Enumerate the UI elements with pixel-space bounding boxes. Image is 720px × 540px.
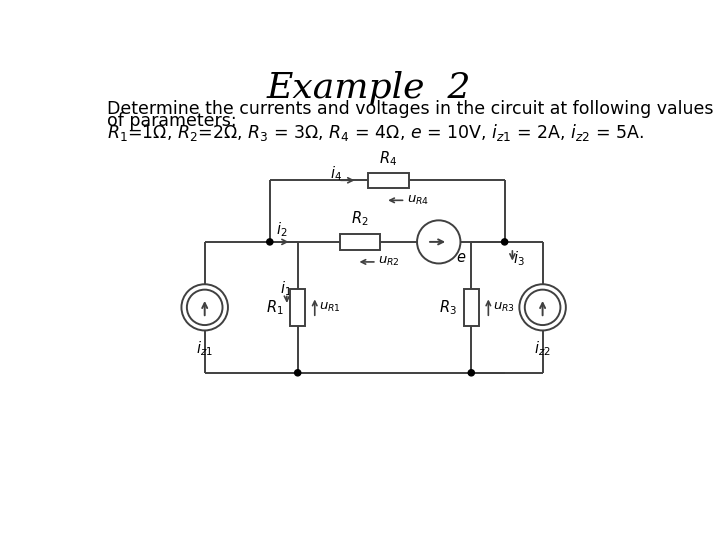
Text: $i_4$: $i_4$ (330, 165, 342, 184)
Text: $u_{R3}$: $u_{R3}$ (493, 301, 515, 314)
Text: $i_2$: $i_2$ (276, 220, 288, 239)
Text: $u_{R1}$: $u_{R1}$ (320, 301, 341, 314)
Text: of parameters:: of parameters: (107, 112, 237, 130)
Text: $i_3$: $i_3$ (513, 249, 524, 268)
Text: $i_1$: $i_1$ (279, 280, 291, 298)
Circle shape (181, 284, 228, 330)
Text: $u_{R4}$: $u_{R4}$ (407, 194, 429, 207)
Text: $R_2$: $R_2$ (351, 210, 369, 228)
Text: $R_4$: $R_4$ (379, 149, 397, 168)
Text: $e$: $e$ (456, 250, 466, 265)
Bar (368, 173, 408, 188)
Circle shape (468, 370, 474, 376)
Text: $R_3$: $R_3$ (439, 298, 457, 316)
Circle shape (294, 370, 301, 376)
Text: $i_{z2}$: $i_{z2}$ (534, 340, 551, 359)
Bar (340, 234, 380, 249)
Bar (290, 289, 305, 326)
Circle shape (266, 239, 273, 245)
Text: $u_{R2}$: $u_{R2}$ (378, 255, 400, 268)
Circle shape (187, 289, 222, 325)
Text: Example  2: Example 2 (266, 71, 472, 105)
Bar (464, 289, 479, 326)
Circle shape (417, 220, 461, 264)
Text: $i_{z1}$: $i_{z1}$ (197, 340, 213, 359)
Circle shape (519, 284, 566, 330)
Text: Determine the currents and voltages in the circuit at following values: Determine the currents and voltages in t… (107, 100, 714, 118)
Text: $R_1$=1Ω, $R_2$=2Ω, $R_3$ = 3Ω, $R_4$ = 4Ω, $e$ = 10V, $i_{z1}$ = 2A, $i_{z2}$ =: $R_1$=1Ω, $R_2$=2Ω, $R_3$ = 3Ω, $R_4$ = … (107, 122, 644, 143)
Text: $R_1$: $R_1$ (266, 298, 283, 316)
Circle shape (525, 289, 560, 325)
Circle shape (502, 239, 508, 245)
